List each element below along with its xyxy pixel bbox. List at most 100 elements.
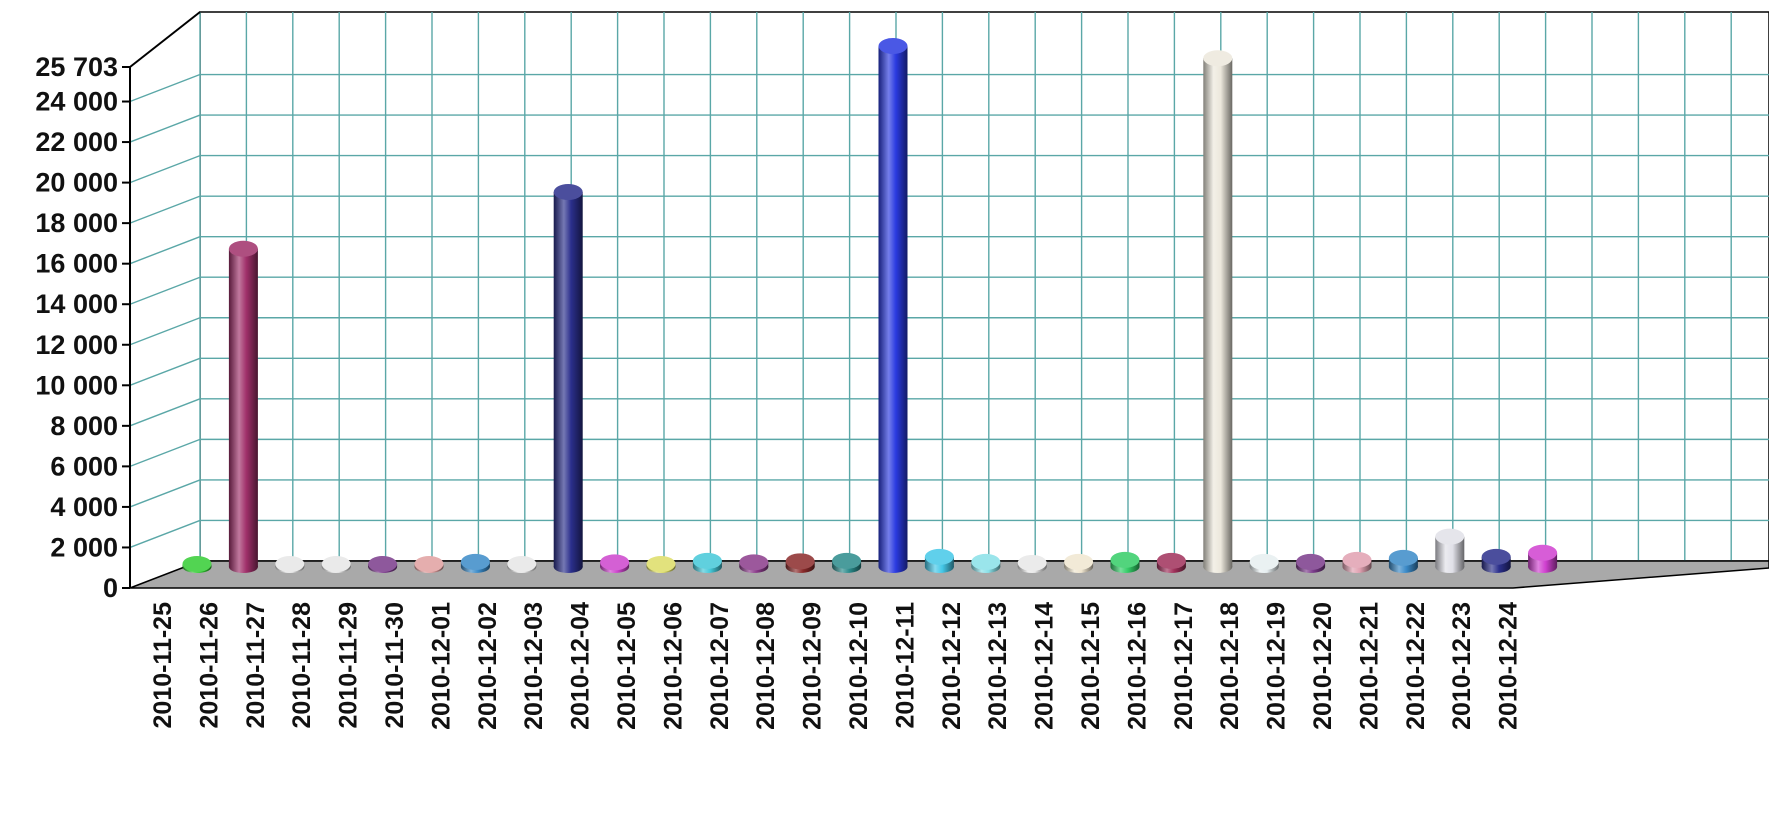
x-tick-label: 2010-12-01 [427, 602, 455, 730]
bar-cap [182, 555, 212, 572]
y-tick-label: 24 000 [35, 87, 118, 117]
y-tick-label: 20 000 [35, 168, 118, 198]
bar [1017, 554, 1047, 573]
bar [228, 240, 258, 573]
x-tick-label: 2010-11-30 [381, 602, 409, 729]
bar [1249, 553, 1279, 573]
y-tick-label: 2 000 [50, 532, 118, 562]
gridline-side [129, 438, 201, 468]
x-tick-label: 2010-12-14 [1031, 602, 1059, 730]
bar [275, 556, 305, 573]
y-tick-label: 6 000 [50, 451, 118, 481]
bar [507, 556, 537, 573]
bar [553, 184, 583, 573]
gridline-side [129, 236, 201, 265]
bar [182, 555, 212, 573]
x-tick-label: 2010-12-23 [1448, 602, 1476, 730]
gridline-side [129, 195, 201, 224]
bar-cap [1481, 548, 1511, 565]
bar-cap [1110, 551, 1140, 568]
x-tick-label: 2010-12-10 [845, 602, 873, 730]
bar-base [1481, 561, 1511, 573]
x-tick-label: 2010-12-11 [891, 602, 919, 729]
x-tick-label: 2010-12-08 [752, 602, 780, 730]
bar [1435, 528, 1465, 573]
bar-cap [832, 552, 862, 569]
x-tick-label: 2010-12-09 [799, 602, 827, 730]
x-tick-label: 2010-11-25 [149, 602, 177, 729]
x-tick-label: 2010-12-05 [613, 602, 641, 730]
gridline-side [129, 317, 201, 346]
bar-cap [1388, 549, 1418, 566]
gridline-side [129, 479, 201, 508]
bar-body [553, 192, 583, 567]
bar-cap [414, 555, 444, 572]
bar-base [1528, 561, 1558, 573]
bar [1156, 552, 1186, 573]
bar-cap [1203, 50, 1233, 67]
gridline-side [129, 357, 201, 386]
bar-cap [1435, 528, 1465, 545]
bar [739, 554, 769, 573]
y-tick-label: 8 000 [50, 411, 118, 441]
x-tick-label: 2010-12-22 [1402, 602, 1430, 730]
y-tick-label: 18 000 [35, 208, 118, 238]
bar-cap [1249, 553, 1279, 570]
bar-cap [739, 554, 769, 571]
bar-cap [924, 548, 954, 565]
y-tick-label: 0 [103, 573, 118, 603]
x-tick-label: 2010-12-18 [1216, 602, 1244, 730]
y-tick-label: 25 703 [35, 52, 118, 82]
gridline-side [129, 276, 201, 305]
bar [1064, 553, 1094, 573]
x-tick-label: 2010-12-03 [520, 602, 548, 730]
bar [1388, 549, 1418, 573]
x-tick-label: 2010-12-17 [1170, 602, 1198, 730]
x-tick-label: 2010-12-13 [984, 602, 1012, 730]
y-tick-label: 16 000 [35, 249, 118, 279]
y-tick-label: 14 000 [35, 289, 118, 319]
x-tick-label: 2010-12-12 [938, 602, 966, 730]
x-tick-label: 2010-12-16 [1123, 602, 1151, 730]
bar [1203, 50, 1233, 573]
bar-base [1435, 561, 1465, 573]
gridline-side [129, 154, 201, 184]
bar [600, 554, 630, 573]
bar [971, 553, 1001, 573]
bar-base [1203, 561, 1233, 573]
gridline-side [129, 398, 201, 427]
bar [460, 553, 490, 573]
bar-cap [971, 553, 1001, 570]
bar [1342, 551, 1372, 573]
bar-cap [1296, 553, 1326, 570]
x-tick-label: 2010-12-15 [1077, 602, 1105, 730]
bar [1481, 548, 1511, 573]
x-tick-label: 2010-12-24 [1495, 602, 1523, 730]
bar-cap [507, 556, 537, 572]
bar-cap [878, 38, 908, 54]
side-wall-top-edge [129, 11, 201, 68]
bar [692, 552, 722, 573]
x-tick-label: 2010-12-07 [706, 602, 734, 730]
side-wall [130, 12, 200, 588]
bar [646, 555, 676, 573]
bar-body [1203, 58, 1233, 568]
bar-base [924, 561, 954, 573]
x-tick-label: 2010-11-26 [195, 602, 223, 729]
bar-base [878, 561, 908, 573]
x-tick-label: 2010-12-21 [1355, 602, 1383, 730]
y-tick-label: 4 000 [50, 492, 118, 522]
x-tick-label: 2010-11-29 [335, 602, 363, 729]
bar-cap [321, 556, 351, 572]
bar-cap [1342, 551, 1372, 568]
bar [1110, 551, 1140, 573]
bar-cap [553, 184, 583, 201]
y-tick-label: 10 000 [35, 370, 118, 400]
bar-cap [646, 555, 676, 572]
bar-cap [785, 553, 815, 570]
bar-body [228, 248, 258, 568]
bar [414, 555, 444, 573]
bar [1296, 553, 1326, 573]
bar-cap [460, 553, 490, 570]
